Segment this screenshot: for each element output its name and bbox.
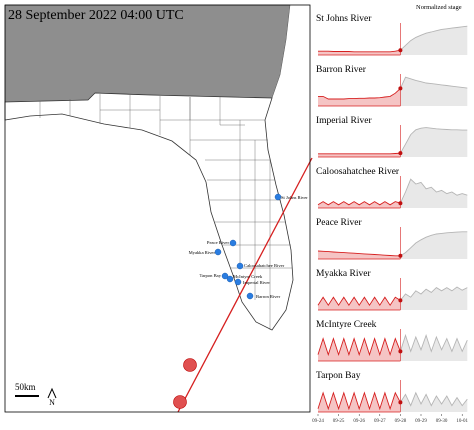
observed-line <box>317 201 401 206</box>
forecast-line <box>400 391 468 407</box>
florida <box>4 92 294 331</box>
station-marker <box>214 248 222 256</box>
station-label: Barron River <box>256 294 281 299</box>
storm-position <box>173 395 187 409</box>
forecast-line <box>399 178 468 204</box>
stage-panel: St Johns River <box>316 14 468 56</box>
forecast-area <box>400 26 468 55</box>
current-stage <box>398 151 403 156</box>
observed-line <box>318 152 401 155</box>
forecast-area <box>400 287 468 310</box>
observed-area <box>318 338 401 361</box>
panel-title: Barron River <box>316 65 367 75</box>
panel-title: St Johns River <box>316 14 372 24</box>
map-title: 28 September 2022 04:00 UTC <box>8 8 184 23</box>
station-label: Myakka River <box>189 250 216 255</box>
panel-title: Tarpon Bay <box>316 371 361 381</box>
observed-area <box>318 297 401 310</box>
forecast-area <box>400 179 468 208</box>
stage-panel: Caloosahatchee River <box>316 167 468 209</box>
observed-area <box>318 251 401 259</box>
forecast-area <box>400 335 468 361</box>
panels-label: Normalized stage <box>416 4 462 11</box>
current-stage <box>398 201 403 206</box>
station-label: Tarpon Bay <box>200 273 222 278</box>
date-label: 09-25 <box>333 419 345 424</box>
observed-line <box>318 49 401 53</box>
stage-panel: McIntyre Creek <box>316 320 468 362</box>
current-stage <box>398 253 403 258</box>
station-marker <box>236 262 244 270</box>
observed-line <box>317 296 401 307</box>
panel-title: Imperial River <box>316 116 372 126</box>
station-marker <box>221 272 229 280</box>
panel-title: Myakka River <box>316 269 371 279</box>
observed-area <box>318 50 401 55</box>
station-label: McIntyre Creek <box>233 274 263 279</box>
observed-line <box>317 337 401 357</box>
date-label: 10-01 <box>456 419 468 424</box>
panel-title: Peace River <box>316 218 362 228</box>
date-label: 09-28 <box>395 419 407 424</box>
forecast-area <box>400 127 468 157</box>
forecast-line <box>399 76 468 89</box>
station-marker <box>226 275 234 283</box>
date-label: 09-29 <box>415 419 427 424</box>
observed-area <box>318 392 401 412</box>
hurricane-track <box>177 157 313 413</box>
station-label: St Johns River <box>281 195 308 200</box>
forecast-area <box>400 77 468 106</box>
station-label: Caloosahatchee River <box>244 263 285 268</box>
date-label: 09-30 <box>436 419 448 424</box>
station-marker <box>234 278 242 286</box>
current-stage <box>398 400 403 405</box>
observed-line <box>317 250 401 257</box>
forecast-line <box>399 333 468 353</box>
station-marker <box>246 292 254 300</box>
stage-panel: Peace River <box>316 218 468 260</box>
current-stage <box>398 86 403 91</box>
map-frame <box>4 4 311 413</box>
observed-line <box>318 88 401 100</box>
station-marker <box>274 193 282 201</box>
north-label: N <box>49 398 55 407</box>
forecast-area <box>400 231 468 259</box>
forecast-line <box>400 231 468 257</box>
forecast-line <box>400 127 468 154</box>
stage-panel: Myakka River <box>316 269 468 311</box>
station-label: Peace River <box>207 240 230 245</box>
date-label: 09-24 <box>312 419 324 424</box>
forecast-line <box>400 286 468 301</box>
scale-label: 50km <box>15 382 36 392</box>
forecast-area <box>400 392 468 412</box>
observed-line <box>317 391 401 411</box>
storm-position <box>183 358 197 372</box>
panel-title: McIntyre Creek <box>316 320 377 330</box>
stage-panel: Tarpon Bay <box>316 371 468 413</box>
current-stage <box>398 298 403 303</box>
map: 28 September 2022 04:00 UTC 50km N <box>4 4 313 413</box>
station-label: Imperial River <box>243 280 270 285</box>
panel-title: Caloosahatchee River <box>316 167 400 177</box>
station-marker <box>229 239 237 247</box>
forecast-line <box>400 25 468 51</box>
county-lines <box>39 94 292 330</box>
date-label: 09-27 <box>374 419 386 424</box>
date-label: 09-26 <box>353 419 365 424</box>
north-arrow <box>47 387 57 399</box>
stage-panel: Barron River <box>316 65 468 107</box>
stage-panel: Imperial River <box>316 116 468 158</box>
observed-area <box>318 88 401 106</box>
current-stage <box>398 349 403 354</box>
current-stage <box>398 48 403 53</box>
